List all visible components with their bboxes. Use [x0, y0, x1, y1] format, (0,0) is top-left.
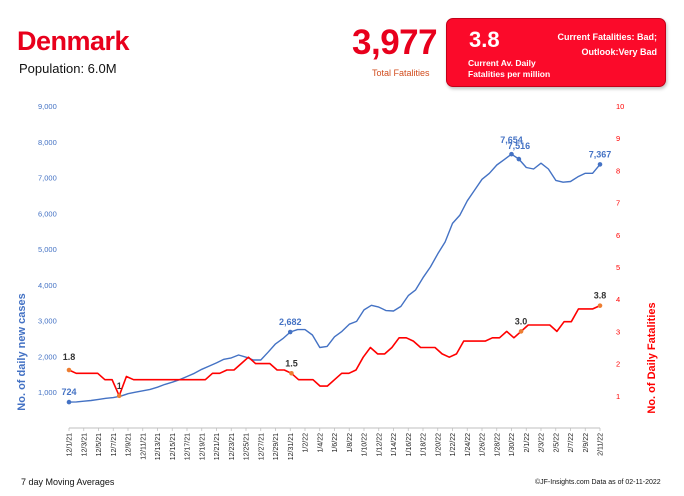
left-axis-tick: 1,000 [38, 388, 57, 397]
x-axis-tick: 2/9/22 [583, 433, 590, 453]
x-axis-tick: 1/10/22 [362, 433, 369, 456]
x-axis-tick: 1/8/22 [347, 433, 354, 453]
av-daily-label-line1: Current Av. Daily [468, 58, 536, 68]
fatalities-marker [66, 367, 72, 373]
right-axis-tick: 8 [616, 166, 620, 175]
footer-source: ©JF-Insights.com Data as of 02-11-2022 [535, 479, 661, 486]
fatalities-marker [289, 370, 294, 376]
fatalities-marker [518, 329, 524, 334]
left-axis-tick: 4,000 [38, 281, 57, 290]
av-daily-label-line2: Fatalities per million [468, 69, 551, 79]
left-axis-tick: 7,000 [38, 174, 57, 183]
cases-marker [287, 329, 293, 335]
x-axis-tick: 1/20/22 [435, 433, 442, 456]
x-axis-tick: 12/7/21 [111, 433, 118, 456]
x-axis-tick: 1/28/22 [494, 433, 501, 456]
x-axis-tick: 1/2/22 [303, 433, 310, 453]
x-axis-tick: 12/5/21 [96, 433, 103, 456]
x-axis-tick: 1/18/22 [421, 433, 428, 456]
x-axis-tick: 12/27/21 [258, 433, 265, 460]
right-axis-tick: 7 [616, 199, 620, 208]
x-axis-tick: 1/24/22 [465, 433, 472, 456]
total-fatalities-label: Total Fatalities [372, 68, 430, 78]
status-line-1: Current Fatalities: Bad; [557, 32, 657, 42]
right-axis-tick: 4 [616, 295, 620, 304]
x-axis-tick: 12/21/21 [214, 433, 221, 460]
x-axis-tick: 1/30/22 [509, 433, 516, 456]
left-axis-tick: 8,000 [38, 138, 57, 147]
fatalities-marker [116, 393, 122, 399]
right-axis-tick: 1 [616, 392, 620, 401]
cases-marker [509, 151, 514, 157]
x-axis-tick: 1/12/22 [376, 433, 383, 456]
cases-data-label: 7,516 [508, 141, 531, 151]
x-axis-tick: 1/22/22 [450, 433, 457, 456]
av-daily-fatalities-label: Current Av. Daily Fatalities per million [468, 58, 550, 80]
cases-data-label: 7,654 [500, 135, 523, 145]
x-axis-tick: 12/29/21 [273, 433, 280, 460]
av-daily-fatalities-value: 3.8 [469, 27, 500, 52]
x-axis-tick: 12/19/21 [199, 433, 206, 460]
x-axis-tick: 1/26/22 [480, 433, 487, 456]
x-axis-tick: 2/7/22 [568, 433, 575, 453]
left-axis-title: No. of daily new cases [16, 293, 28, 410]
country-title: Denmark [17, 26, 130, 56]
x-axis-tick: 12/13/21 [155, 433, 162, 460]
cases-data-label: 7,367 [589, 149, 612, 159]
left-axis-tick: 5,000 [38, 245, 57, 254]
x-axis-tick: 12/11/21 [140, 433, 147, 460]
left-axis-tick: 2,000 [38, 352, 57, 361]
x-axis-tick: 1/4/22 [317, 433, 324, 453]
x-axis-tick: 12/31/21 [288, 433, 295, 460]
x-axis-tick: 1/14/22 [391, 433, 398, 456]
x-axis-tick: 2/11/22 [598, 433, 605, 456]
left-axis-tick: 3,000 [38, 317, 57, 326]
x-axis-tick: 2/3/22 [539, 433, 546, 453]
right-axis-tick: 3 [616, 327, 620, 336]
right-axis-tick: 6 [616, 231, 620, 240]
fatalities-data-label: 1 [117, 381, 122, 391]
x-axis-tick: 12/15/21 [170, 433, 177, 460]
cases-fatalities-chart: 1,000 2,000 3,000 4,000 5,000 6,000 7,000 8,000… [16, 102, 658, 460]
x-axis-tick: 12/1/21 [67, 433, 74, 456]
fatalities-data-label: 3.8 [594, 291, 607, 301]
x-axis-tick: 1/16/22 [406, 433, 413, 456]
left-axis-tick: 9,000 [38, 102, 57, 111]
x-axis-tick: 12/3/21 [81, 433, 88, 456]
cases-marker [597, 162, 603, 167]
total-fatalities-value: 3,977 [352, 23, 438, 62]
fatalities-data-label: 1.8 [63, 352, 76, 362]
fatalities-marker [597, 303, 603, 308]
population-label: Population: 6.0M [19, 61, 117, 76]
fatalities-data-label: 3.0 [515, 316, 528, 326]
right-axis-tick: 9 [616, 134, 620, 143]
status-line-2: Outlook:Very Bad [581, 47, 657, 57]
left-axis-tick: 6,000 [38, 209, 57, 218]
x-axis-tick: 12/17/21 [185, 433, 192, 460]
right-axis-title: No. of Daily Fatalities [646, 302, 658, 413]
x-axis-tick: 1/6/22 [332, 433, 339, 453]
cases-marker [66, 399, 72, 405]
right-axis-tick: 10 [616, 102, 624, 111]
right-axis-tick: 2 [616, 360, 620, 369]
cases-line [68, 153, 601, 403]
cases-data-label: 724 [61, 387, 76, 397]
status-box: 3.8 Current Av. Daily Fatalities per mil… [446, 18, 666, 87]
x-axis-tick: 2/5/22 [553, 433, 560, 453]
x-axis-tick: 2/1/22 [524, 433, 531, 453]
x-axis-tick: 12/23/21 [229, 433, 236, 460]
fatalities-data-label: 1.5 [285, 358, 298, 368]
cases-marker [516, 156, 522, 162]
x-axis-tick: 12/9/21 [126, 433, 133, 456]
fatality-status: Current Fatalities: Bad; Outlook:Very Ba… [545, 30, 657, 60]
x-axis-tick: 12/25/21 [244, 433, 251, 460]
footer-moving-averages: 7 day Moving Averages [21, 477, 115, 487]
cases-data-label: 2,682 [279, 317, 302, 327]
right-axis-tick: 5 [616, 263, 620, 272]
fatalities-line [68, 304, 601, 397]
